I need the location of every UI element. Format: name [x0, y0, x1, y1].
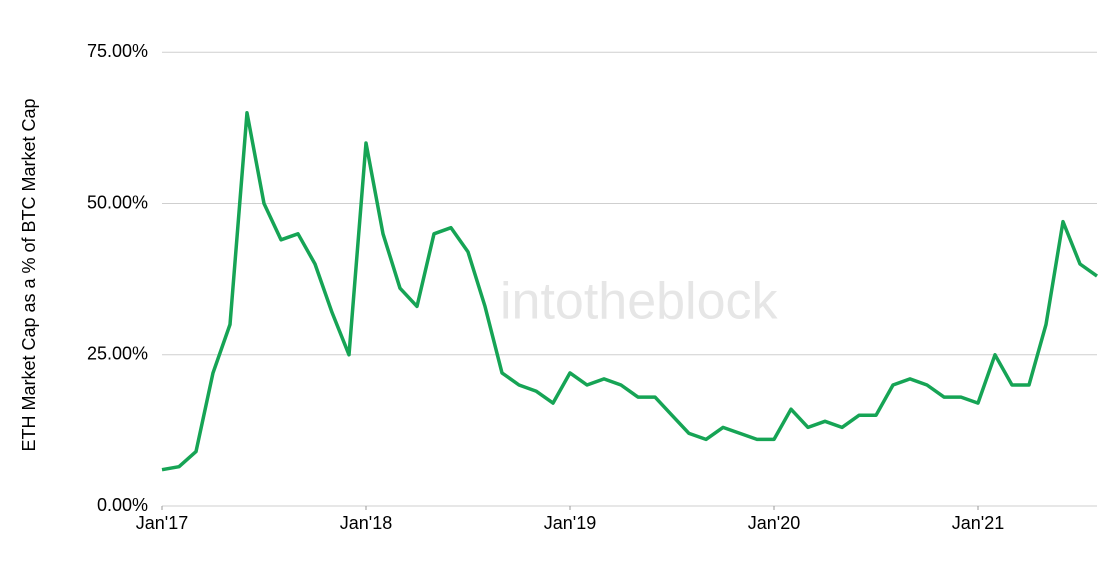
y-tick-label: 0.00%	[97, 495, 148, 515]
x-tick-label: Jan'18	[340, 513, 392, 533]
y-axis-label: ETH Market Cap as a % of BTC Market Cap	[19, 98, 39, 451]
y-tick-label: 50.00%	[87, 192, 148, 212]
x-tick-label: Jan'20	[748, 513, 800, 533]
line-series	[161, 111, 1099, 472]
watermark: intotheblock	[500, 273, 779, 331]
x-tick-label: Jan'21	[952, 513, 1004, 533]
y-tick-label: 25.00%	[87, 344, 148, 364]
y-tick-label: 75.00%	[87, 41, 148, 61]
x-tick-label: Jan'19	[544, 513, 596, 533]
x-tick-label: Jan'17	[136, 513, 188, 533]
